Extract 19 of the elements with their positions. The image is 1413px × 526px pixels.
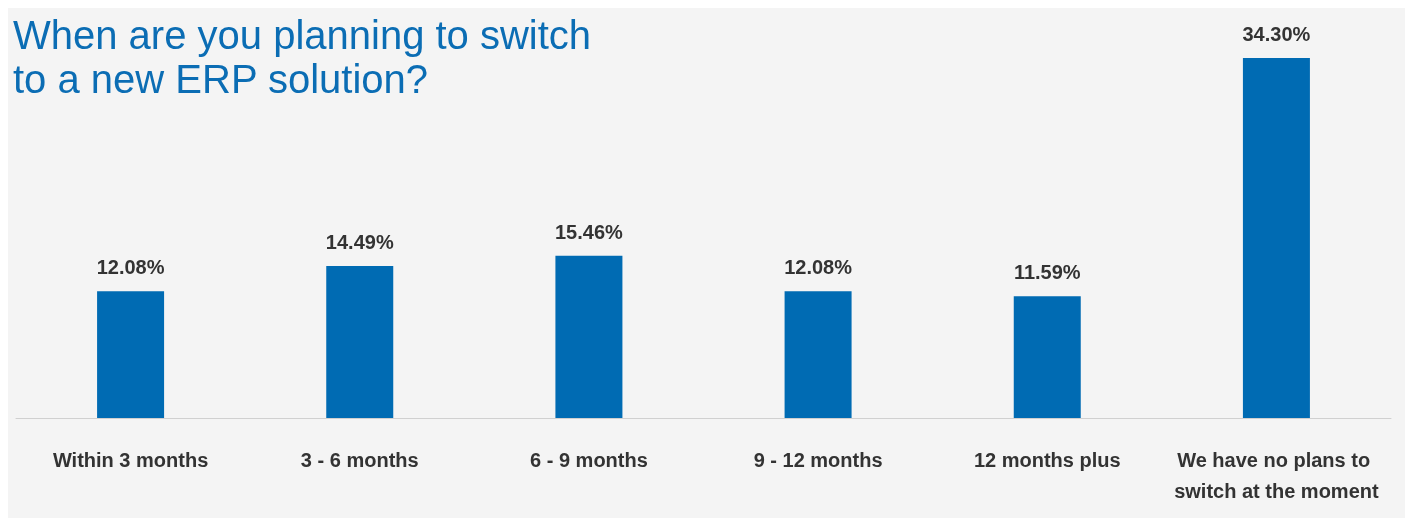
bar (326, 265, 394, 418)
data-label: 14.49% (325, 230, 394, 253)
data-label: 12.08% (96, 256, 165, 279)
data-label: 15.46% (554, 220, 624, 243)
x-tick-label: 6 - 9 months (530, 448, 648, 471)
bar (97, 291, 165, 418)
x-tick-label: 9 - 12 months (753, 448, 883, 471)
data-label: 34.30% (1242, 23, 1311, 45)
chart-title: When are you planning to switch to a new ERP solution? (13, 13, 603, 101)
bar (784, 291, 852, 418)
x-tick-label: 3 - 6 months (300, 448, 419, 471)
bar (1242, 58, 1310, 418)
data-label: 12.08% (784, 256, 853, 279)
x-tick-label: Within 3 months (52, 448, 209, 471)
bar (1013, 296, 1081, 418)
x-tick-label: 12 months plus (973, 448, 1121, 471)
data-label: 11.59% (1013, 261, 1081, 284)
bar (555, 255, 623, 418)
x-tick-label: We have no plans to switch at the moment (1174, 448, 1379, 502)
